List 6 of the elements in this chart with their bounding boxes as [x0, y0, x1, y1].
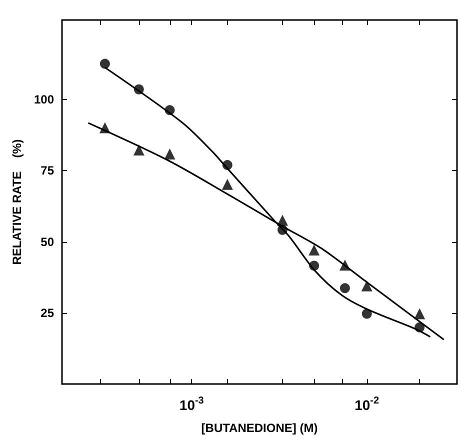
y-tick-label: 100 [34, 92, 54, 107]
y-tick-label: 25 [40, 306, 54, 320]
y-tick-label: 50 [40, 234, 54, 249]
y-tick-label: 75 [40, 164, 54, 178]
y-axis-title: RELATIVE RATE (%) [10, 139, 24, 265]
x-axis-title: [BUTANEDIONE] (M) [201, 421, 318, 435]
